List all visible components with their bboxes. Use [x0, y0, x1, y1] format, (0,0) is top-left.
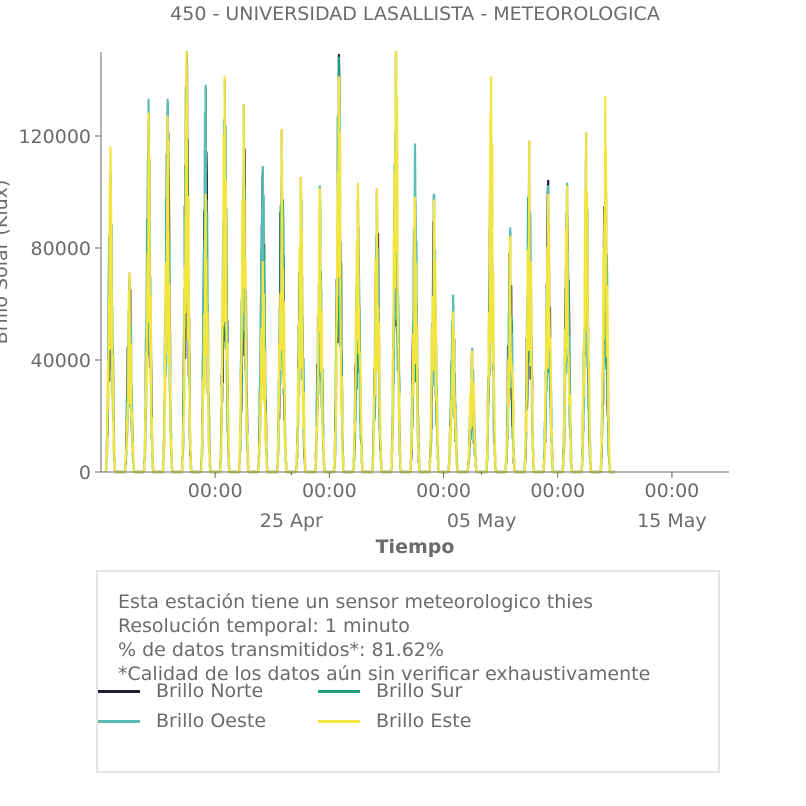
x-tick-label: 00:00: [645, 480, 700, 502]
x-ticks: 00:00 00:00 00:00 00:00 00:00 25 Apr 05 May 15 …: [188, 472, 707, 532]
legend-item-oeste: Brillo Oeste: [98, 710, 266, 732]
legend-item-norte: Brillo Norte: [98, 680, 263, 702]
legend-swatch-este: [318, 719, 360, 723]
y-tick-label: 80000: [31, 238, 91, 260]
x-date-label: 15 May: [637, 510, 707, 532]
x-date-label: 05 May: [447, 510, 517, 532]
info-line-sensor: Esta estación tiene un sensor meteorolog…: [118, 591, 594, 613]
legend-label-oeste: Brillo Oeste: [156, 710, 267, 732]
series-line-brillo-este: [104, 50, 615, 474]
x-tick-label: 00:00: [416, 480, 471, 502]
info-line-transmitted: % de datos transmitidos*: 81.62%: [118, 639, 444, 661]
legend-swatch-sur: [318, 689, 360, 693]
legend-label-sur: Brillo Sur: [376, 680, 463, 702]
chart-title: 450 - UNIVERSIDAD LASALLISTA - METEOROLO…: [170, 3, 660, 25]
info-text: Esta estación tiene un sensor meteorolog…: [118, 590, 650, 686]
y-axis-title: Brillo Solar (Klux): [0, 180, 12, 345]
y-tick-label: 40000: [31, 350, 91, 372]
x-date-label: 25 Apr: [260, 510, 323, 532]
y-tick-label: 0: [79, 462, 91, 484]
y-tick-label: 120000: [18, 126, 91, 148]
x-tick-label: 00:00: [188, 480, 243, 502]
x-tick-label: 00:00: [302, 480, 357, 502]
x-axis-title: Tiempo: [376, 536, 455, 558]
legend-swatch-oeste: [98, 719, 140, 723]
legend-item-este: Brillo Este: [318, 710, 471, 732]
legend-swatch-norte: [98, 689, 140, 693]
legend-label-este: Brillo Este: [376, 710, 472, 732]
legend-label-norte: Brillo Norte: [156, 680, 264, 702]
y-ticks: 0 40000 80000 120000: [18, 126, 101, 484]
legend-item-sur: Brillo Sur: [318, 680, 462, 702]
info-box: Esta estación tiene un sensor meteorolog…: [96, 570, 720, 773]
series-layer: [104, 50, 615, 474]
info-line-resolution: Resolución temporal: 1 minuto: [118, 615, 410, 637]
info-line-quality: *Calidad de los datos aún sin verificar …: [118, 663, 651, 685]
x-tick-label: 00:00: [530, 480, 585, 502]
